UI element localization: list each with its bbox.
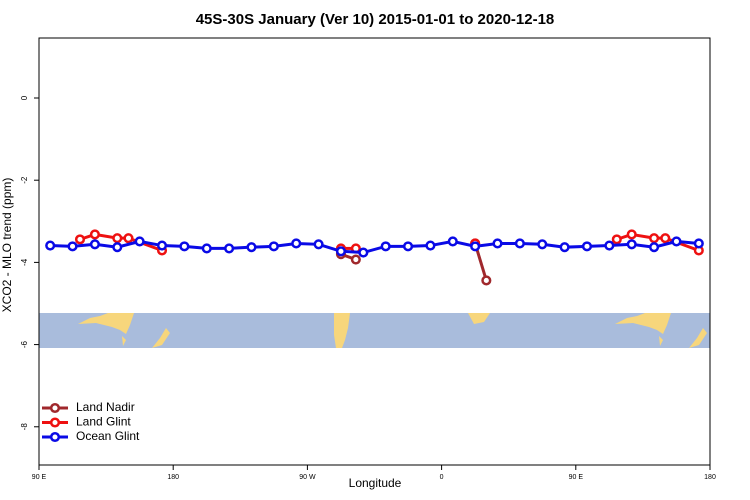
legend-marker [49, 431, 61, 443]
data-point [649, 233, 660, 244]
data-point [123, 233, 134, 244]
data-point [671, 236, 682, 247]
data-point [403, 241, 414, 252]
legend-marker [49, 402, 61, 414]
data-point [67, 241, 78, 252]
data-point [89, 239, 100, 250]
data-point [201, 243, 212, 254]
legend-label: Land Glint [76, 415, 131, 429]
data-point [660, 233, 671, 244]
data-point [537, 239, 548, 250]
data-point [156, 240, 168, 251]
data-point [604, 240, 615, 251]
data-point [611, 234, 622, 245]
data-point [514, 238, 525, 249]
chart-title: 45S-30S January (Ver 10) 2015-01-01 to 2… [196, 11, 555, 28]
data-point [492, 238, 503, 249]
y-tick-label: -4 [20, 258, 29, 266]
data-point [380, 241, 391, 252]
data-point [425, 240, 436, 251]
data-point [112, 233, 123, 244]
data-point [559, 242, 570, 253]
data-point [649, 242, 660, 253]
data-point [112, 242, 123, 253]
plot-frame [38, 37, 711, 466]
data-point [693, 238, 704, 249]
data-point [45, 240, 56, 251]
y-axis-label: XCO2 - MLO trend (ppm) [0, 178, 14, 313]
data-point [224, 243, 235, 254]
data-point [358, 247, 369, 258]
x-tick-label: 90 W [299, 474, 316, 481]
y-tick-label: 0 [20, 95, 29, 100]
y-tick-label: -2 [20, 176, 29, 184]
legend-label: Ocean Glint [76, 429, 140, 443]
y-tick-label: -6 [20, 340, 29, 348]
data-point [470, 241, 481, 252]
x-axis-label: Longitude [349, 476, 402, 490]
x-tick-label: 180 [704, 474, 716, 481]
data-point [626, 239, 637, 250]
data-point [74, 234, 86, 245]
data-point [268, 241, 279, 252]
data-point [134, 236, 145, 247]
legend-label: Land Nadir [76, 400, 135, 414]
x-tick-label: 180 [167, 474, 179, 481]
y-tick-label: -8 [20, 423, 29, 431]
data-point [447, 236, 458, 247]
x-tick-label: 0 [440, 474, 444, 481]
legend-marker [49, 417, 61, 428]
data-point [179, 241, 190, 252]
data-point [246, 242, 257, 253]
series-line [50, 239, 699, 255]
data-point [89, 229, 100, 240]
map-band [39, 313, 710, 348]
data-point [350, 254, 361, 265]
data-point [335, 246, 347, 257]
data-point [581, 241, 593, 252]
data-point [626, 229, 637, 240]
data-point [313, 239, 324, 250]
x-tick-label: 90 E [569, 474, 584, 481]
data-point [481, 275, 492, 286]
x-tick-label: 90 E [32, 474, 47, 481]
data-point [291, 238, 302, 249]
